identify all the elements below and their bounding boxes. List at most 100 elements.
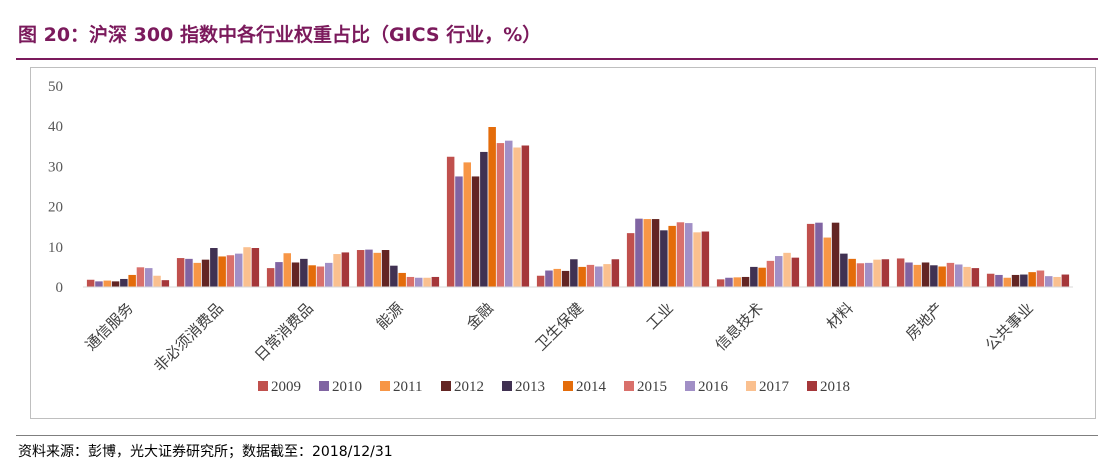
bar-2015-4 bbox=[496, 143, 505, 287]
bar-2015-5 bbox=[586, 264, 595, 287]
legend-label: 2018 bbox=[820, 379, 850, 395]
bar-2014-9 bbox=[938, 266, 946, 287]
bar-2017-6 bbox=[693, 232, 701, 287]
bar-2011-1 bbox=[193, 262, 201, 287]
bar-2012-4 bbox=[471, 176, 480, 287]
bar-2014-7 bbox=[758, 267, 766, 287]
bar-2013-4 bbox=[480, 151, 488, 287]
bar-2009-4 bbox=[446, 156, 455, 287]
bar-2016-10 bbox=[1045, 276, 1053, 287]
bar-2012-7 bbox=[741, 276, 750, 287]
bar-2016-5 bbox=[595, 266, 603, 287]
bar-2013-1 bbox=[210, 248, 218, 287]
x-category-label: 通信服务 bbox=[82, 299, 137, 354]
x-category-label: 能源 bbox=[373, 299, 407, 333]
bar-2017-8 bbox=[873, 259, 881, 287]
bar-2018-5 bbox=[611, 259, 620, 287]
bar-2015-9 bbox=[946, 262, 955, 287]
bar-2018-0 bbox=[161, 280, 170, 287]
x-category-label: 房地产 bbox=[902, 299, 947, 344]
bar-2009-1 bbox=[176, 258, 185, 287]
bar-2011-9 bbox=[913, 264, 921, 287]
bar-2010-0 bbox=[95, 281, 103, 287]
bar-2018-7 bbox=[791, 257, 800, 287]
legend-label: 2013 bbox=[515, 379, 545, 395]
title-divider bbox=[16, 58, 1098, 60]
bar-2012-6 bbox=[651, 219, 660, 287]
bar-2013-2 bbox=[300, 258, 308, 287]
legend-swatch bbox=[746, 381, 756, 391]
x-category-label: 工业 bbox=[643, 299, 677, 333]
bar-2012-8 bbox=[831, 222, 840, 287]
bar-2012-5 bbox=[561, 270, 570, 287]
bar-2013-8 bbox=[840, 253, 848, 287]
y-tick-label: 10 bbox=[48, 240, 63, 256]
legend-label: 2016 bbox=[698, 379, 729, 395]
bar-2011-2 bbox=[283, 253, 291, 287]
bar-2010-8 bbox=[815, 222, 823, 287]
bar-2011-8 bbox=[823, 237, 831, 287]
bar-2010-6 bbox=[635, 218, 643, 287]
bar-2013-10 bbox=[1020, 274, 1028, 287]
bar-2015-10 bbox=[1036, 270, 1045, 287]
x-axis: 通信服务 非必须消费品 日常消费品 能源 金融 卫生保健 工业 信息技术 材料 房地产 公共事业 bbox=[82, 286, 1073, 375]
bar-2016-6 bbox=[685, 223, 693, 287]
bar-2011-4 bbox=[463, 162, 471, 287]
bar-2016-8 bbox=[865, 262, 873, 287]
y-tick-label: 0 bbox=[56, 280, 64, 296]
bar-2015-3 bbox=[406, 276, 415, 287]
x-category-label: 金融 bbox=[463, 299, 497, 333]
chart-frame: 0 10 20 30 40 50 通信服务 非必须消费品 日常消费品 能源 金融 卫生保健 工业 信息技… bbox=[30, 67, 1096, 419]
legend-swatch bbox=[441, 381, 451, 391]
y-tick-label: 30 bbox=[48, 159, 63, 175]
bar-2014-2 bbox=[308, 265, 316, 287]
legend-swatch bbox=[502, 381, 512, 391]
x-category-label: 非必须消费品 bbox=[150, 299, 226, 375]
bar-2017-5 bbox=[603, 264, 611, 287]
bar-2010-4 bbox=[455, 176, 463, 287]
bar-2011-3 bbox=[373, 252, 381, 287]
bar-2016-4 bbox=[505, 140, 513, 287]
bar-2013-9 bbox=[930, 265, 938, 287]
y-axis: 0 10 20 30 40 50 bbox=[48, 79, 63, 296]
x-category-label: 日常消费品 bbox=[251, 299, 317, 365]
bar-2014-4 bbox=[488, 127, 496, 287]
legend-label: 2011 bbox=[393, 379, 422, 395]
bar-2011-7 bbox=[733, 277, 741, 287]
bar-2014-0 bbox=[128, 274, 136, 287]
bar-2012-2 bbox=[291, 262, 300, 287]
bar-2010-7 bbox=[725, 277, 733, 287]
legend-label: 2010 bbox=[332, 379, 362, 395]
bar-2016-0 bbox=[145, 268, 153, 287]
bar-2009-7 bbox=[716, 279, 725, 287]
bar-2014-5 bbox=[578, 266, 586, 287]
y-tick-label: 20 bbox=[48, 200, 63, 216]
bar-2014-1 bbox=[218, 256, 226, 287]
bar-2017-0 bbox=[153, 275, 161, 287]
x-category-label: 公共事业 bbox=[982, 299, 1037, 354]
bar-2012-10 bbox=[1011, 274, 1020, 287]
bar-2013-3 bbox=[390, 265, 398, 287]
bar-2016-2 bbox=[325, 262, 333, 287]
bar-2018-8 bbox=[881, 259, 890, 287]
bar-2012-0 bbox=[111, 281, 120, 287]
bars bbox=[86, 127, 1070, 287]
bar-2009-5 bbox=[536, 275, 545, 287]
bar-2018-4 bbox=[521, 145, 530, 287]
bar-2009-6 bbox=[626, 233, 635, 287]
bar-2016-7 bbox=[775, 256, 783, 287]
bar-2017-9 bbox=[963, 266, 971, 287]
bar-2011-0 bbox=[103, 280, 111, 287]
bar-2018-9 bbox=[971, 268, 980, 287]
bar-2010-10 bbox=[995, 274, 1003, 287]
bar-2016-9 bbox=[955, 264, 963, 287]
bar-2009-3 bbox=[356, 250, 365, 287]
bar-2009-0 bbox=[86, 279, 95, 287]
bar-2012-1 bbox=[201, 259, 210, 287]
bar-2014-8 bbox=[848, 258, 856, 287]
x-category-label: 材料 bbox=[823, 299, 857, 333]
bar-2015-7 bbox=[766, 260, 775, 287]
bar-2018-6 bbox=[701, 231, 710, 287]
bar-2010-3 bbox=[365, 249, 373, 287]
legend-label: 2012 bbox=[454, 379, 484, 395]
